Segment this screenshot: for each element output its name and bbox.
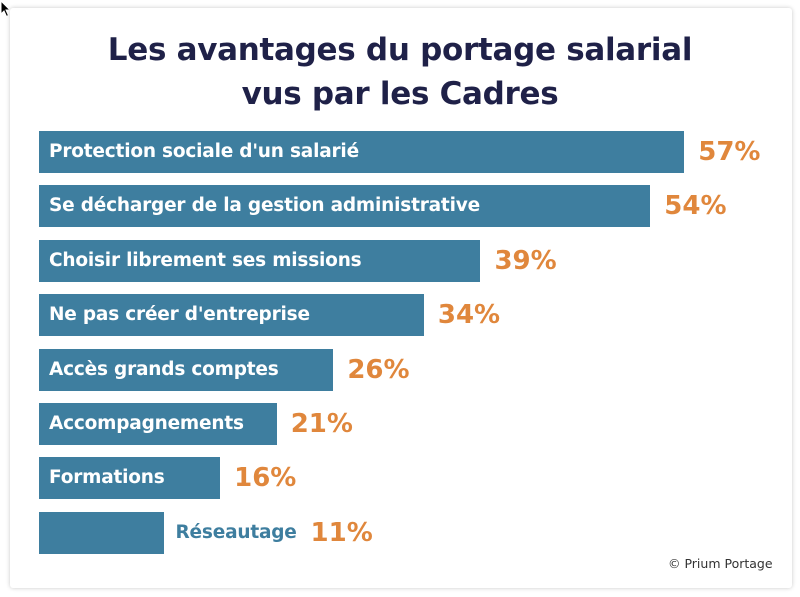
bar-category-label: Protection sociale d'un salarié	[49, 141, 359, 162]
bar-value-label: 57%	[698, 137, 761, 167]
chart-title-line1: Les avantages du portage salarial	[107, 32, 693, 68]
bar-category-label: Ne pas créer d'entreprise	[49, 304, 310, 326]
bar	[39, 185, 651, 228]
bar	[39, 239, 481, 282]
credit-text: © Prium Portage	[668, 556, 773, 571]
bar-value-label: 21%	[290, 409, 353, 439]
bar-value-label: 39%	[494, 245, 557, 276]
bar-category-label: Réseautage	[175, 521, 297, 543]
bar-value-label: 11%	[310, 517, 373, 548]
chart-title-line2: vus par les Cadres	[241, 76, 559, 112]
bar-value-label: 16%	[234, 463, 297, 494]
bar	[39, 403, 277, 445]
bar-category-label: Formations	[49, 467, 165, 489]
bar-value-label: 26%	[347, 354, 410, 385]
bar	[39, 294, 424, 337]
chart-title: Les avantages du portage salarial vus pa…	[0, 28, 800, 116]
bar	[39, 511, 164, 554]
bar-value-label: 34%	[437, 300, 501, 331]
bar	[39, 348, 334, 391]
bar-category-label: Se décharger de la gestion administrativ…	[49, 195, 480, 217]
bar	[39, 131, 685, 173]
bar-value-label: 54%	[664, 191, 727, 222]
mouse-cursor-icon	[0, 0, 12, 18]
bar-category-label: Accompagnements	[49, 413, 244, 434]
bar-category-label: Accès grands comptes	[49, 358, 279, 380]
bar-category-label: Choisir librement ses missions	[49, 249, 362, 271]
bar	[39, 457, 221, 500]
